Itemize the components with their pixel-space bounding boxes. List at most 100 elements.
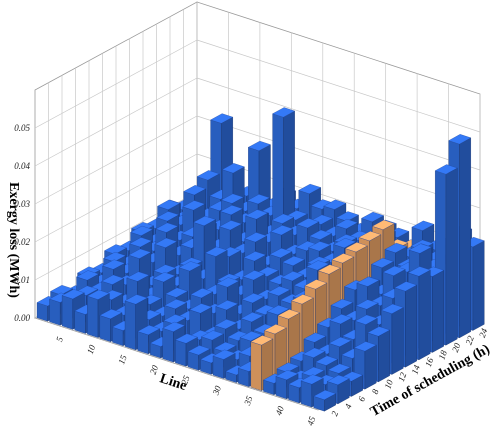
bar-top (367, 326, 391, 337)
grid-line (196, 77, 481, 171)
bar-top (247, 194, 270, 205)
x-tick-label: 40 (273, 404, 286, 416)
bar-top (86, 289, 110, 300)
bar-top (220, 205, 243, 216)
x-tick-label: 25 (179, 374, 192, 386)
bar-top (129, 237, 153, 248)
bar-front (472, 240, 485, 331)
bar-top (210, 113, 234, 124)
bar-top (304, 279, 328, 290)
bar-top (328, 336, 352, 347)
bar-top (212, 349, 236, 360)
z-tick-label: 0.02 (14, 237, 30, 247)
bar-front (378, 329, 390, 383)
y-tick-label: 10 (382, 378, 395, 390)
bar-top (247, 140, 271, 151)
x-tick-label: 20 (148, 363, 161, 375)
bar-top (272, 107, 296, 118)
bar-top (356, 276, 380, 287)
bar-front (459, 137, 471, 339)
bar-top (183, 185, 207, 196)
z-axis-label: Exergy loss (MWh) (6, 182, 21, 298)
bar-top (315, 355, 339, 366)
y-tick-label: 22 (463, 334, 476, 346)
z-tick-label: 0.05 (14, 123, 30, 133)
bar-top (154, 237, 178, 248)
bar-top (323, 199, 347, 210)
bar-top (335, 218, 358, 230)
bar-top (317, 264, 341, 275)
y-tick-label: 14 (409, 363, 422, 375)
bars (36, 107, 485, 412)
bar-top (326, 374, 350, 386)
bar-top (250, 335, 274, 346)
y-tick-label: 24 (477, 327, 490, 339)
x-tick-label: 35 (242, 394, 255, 407)
bar-top (165, 287, 189, 298)
bar-top (213, 341, 237, 353)
bar-top (333, 238, 357, 249)
bar-top (196, 170, 220, 181)
bar-top (394, 281, 418, 292)
bar-side (275, 376, 287, 400)
bar-top (281, 271, 304, 282)
bar-top (204, 246, 228, 257)
bar-top (152, 272, 176, 283)
bar-side (162, 327, 174, 363)
bar-top (193, 215, 216, 226)
bar-top (267, 286, 291, 297)
bar-top (190, 288, 214, 299)
bar-top (174, 333, 198, 344)
bar-top (215, 300, 239, 311)
bar-top (309, 229, 332, 240)
bar-side (137, 331, 149, 355)
bar-top (302, 347, 326, 358)
bar-top (263, 324, 287, 335)
y-tick-label: 20 (450, 341, 463, 353)
bar-top (308, 241, 331, 252)
bar-top (241, 293, 265, 304)
bar-front (391, 307, 404, 375)
bar-top (270, 225, 294, 236)
bar-top (380, 303, 404, 314)
y-tick-label: 12 (396, 371, 409, 383)
bar-top (189, 303, 213, 314)
bar-top (300, 374, 324, 385)
bar-top (162, 321, 186, 332)
bar-top (187, 345, 211, 356)
bar-top (163, 314, 187, 325)
bar-top (330, 298, 354, 309)
bar-top (220, 193, 244, 204)
bar-front (445, 167, 458, 346)
bar-top (384, 242, 408, 253)
bar-top (355, 299, 379, 310)
y-tick-label: 8 (370, 387, 381, 395)
bar-top (201, 330, 224, 341)
bar-top (382, 265, 406, 276)
bar-top (448, 134, 472, 145)
bar-top (103, 251, 127, 262)
bar-top (128, 248, 152, 259)
bar-top (329, 314, 353, 325)
bar-top (242, 270, 266, 281)
bar (353, 341, 377, 390)
bar-side (87, 295, 99, 338)
bar-top (130, 225, 154, 236)
y-tick-label: 6 (356, 395, 367, 403)
bar-top (76, 270, 100, 281)
z-tick-label: 0.00 (14, 313, 30, 323)
bar-top (296, 218, 320, 229)
bar-top (303, 332, 327, 343)
bar-front (364, 344, 377, 390)
bar-side (49, 298, 61, 326)
bar-top (178, 261, 202, 272)
bar-top (408, 243, 432, 254)
bar (250, 335, 274, 391)
y-tick-label: 4 (343, 402, 354, 410)
bar-top (99, 309, 123, 320)
bar-top (358, 231, 382, 242)
bar-top (277, 309, 301, 320)
z-tick-label: 0.03 (14, 199, 30, 209)
z-tick-label: 0.01 (14, 275, 30, 285)
